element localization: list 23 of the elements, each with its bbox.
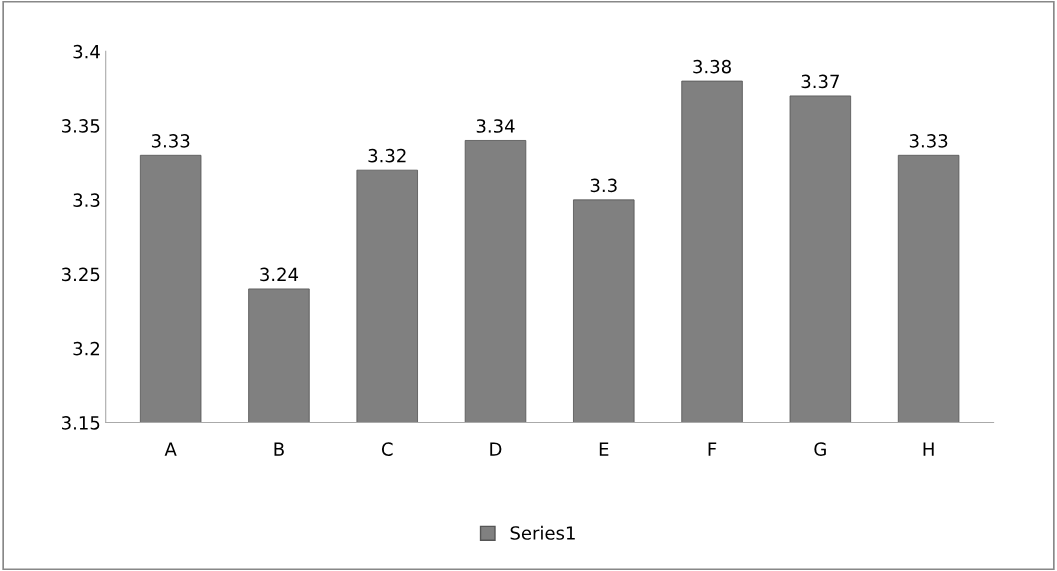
x-tick-label: B (274, 442, 284, 456)
x-tick-label: F (708, 442, 717, 456)
data-label: 3.34 (476, 119, 515, 133)
x-tick-label: C (381, 442, 393, 456)
y-tick-label: 3.2 (73, 341, 100, 356)
x-tick-label: H (923, 442, 934, 456)
y-tick-label: 3.3 (73, 193, 100, 207)
data-label: 3.37 (801, 74, 839, 89)
data-label: 3.33 (151, 133, 190, 148)
data-label: 3.33 (909, 133, 948, 148)
x-tick-label: E (599, 442, 609, 456)
y-tick-label: 3.15 (62, 416, 100, 430)
x-tick-label: G (814, 442, 826, 456)
data-label: 3.3 (590, 178, 617, 193)
data-label: 3.32 (368, 148, 406, 163)
y-tick-label: 3.25 (62, 267, 100, 282)
y-tick-label: 3.4 (73, 44, 100, 59)
y-tick-label: 3.35 (62, 119, 100, 133)
legend-label: Series1 (510, 525, 575, 540)
x-tick-label: A (164, 442, 177, 456)
data-label: 3.24 (260, 267, 299, 282)
data-label: 3.38 (693, 59, 731, 74)
x-tick-label: D (490, 442, 502, 456)
